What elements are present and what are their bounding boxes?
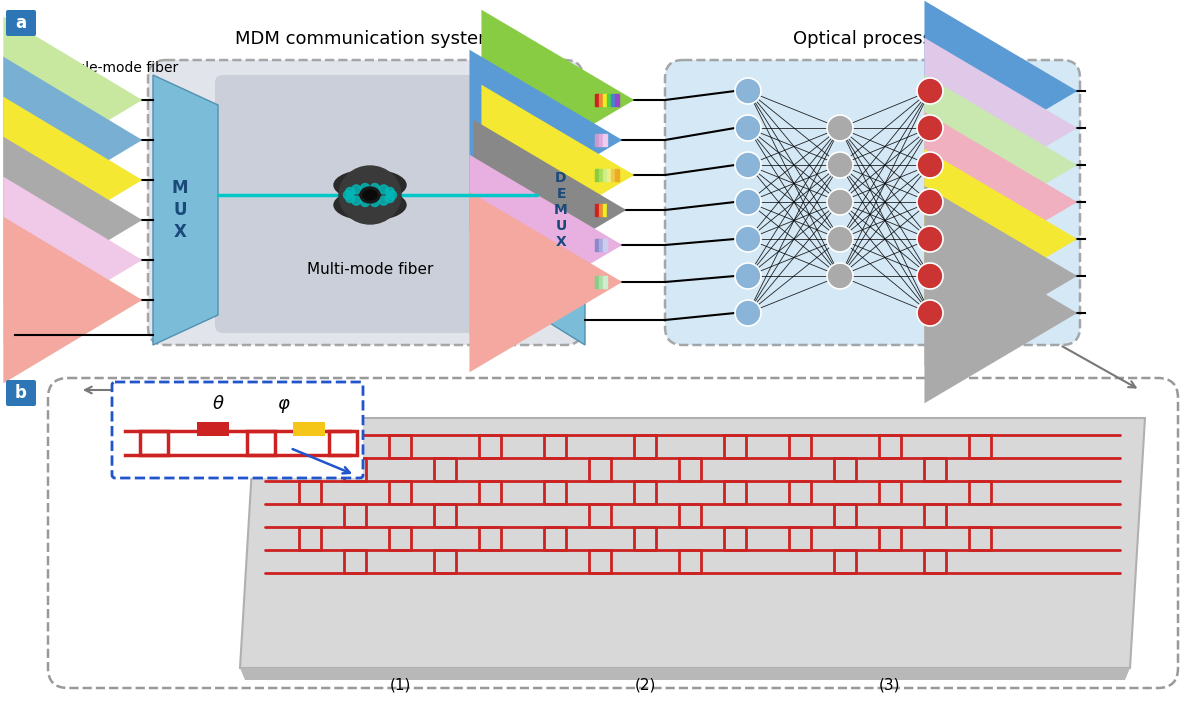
Bar: [607, 94, 611, 106]
Circle shape: [385, 194, 395, 203]
Text: (1): (1): [389, 678, 410, 693]
Circle shape: [352, 196, 361, 205]
Circle shape: [734, 78, 761, 104]
Text: (3): (3): [880, 678, 901, 693]
Circle shape: [734, 300, 761, 326]
Text: MDM communication system: MDM communication system: [235, 30, 496, 48]
Circle shape: [917, 115, 943, 141]
Bar: [595, 134, 599, 146]
Bar: [595, 204, 599, 216]
Circle shape: [917, 263, 943, 289]
FancyBboxPatch shape: [112, 382, 364, 478]
Bar: [599, 239, 604, 251]
Circle shape: [385, 187, 395, 196]
Ellipse shape: [364, 190, 377, 200]
Circle shape: [827, 152, 853, 178]
Circle shape: [734, 189, 761, 215]
Bar: [604, 94, 607, 106]
Circle shape: [361, 184, 370, 192]
Bar: [599, 94, 604, 106]
Circle shape: [827, 115, 853, 141]
Circle shape: [734, 115, 761, 141]
Text: M
U
X: M U X: [172, 179, 188, 241]
Bar: [595, 276, 599, 288]
Text: φ: φ: [277, 395, 289, 413]
Bar: [604, 239, 607, 251]
Circle shape: [379, 196, 389, 205]
Circle shape: [371, 198, 379, 206]
Text: (2): (2): [635, 678, 655, 693]
FancyBboxPatch shape: [6, 380, 36, 406]
Circle shape: [734, 152, 761, 178]
Circle shape: [371, 184, 379, 192]
Bar: [604, 134, 607, 146]
Ellipse shape: [360, 187, 380, 203]
Bar: [595, 169, 599, 181]
Bar: [611, 94, 616, 106]
Bar: [595, 239, 599, 251]
Bar: [616, 94, 619, 106]
Circle shape: [388, 191, 396, 199]
Ellipse shape: [334, 190, 406, 220]
Text: a: a: [16, 14, 26, 32]
Circle shape: [917, 189, 943, 215]
Circle shape: [734, 263, 761, 289]
Bar: [604, 276, 607, 288]
Bar: [293, 422, 325, 436]
Circle shape: [379, 185, 389, 194]
Circle shape: [827, 189, 853, 215]
Bar: [599, 134, 604, 146]
Bar: [604, 169, 607, 181]
FancyBboxPatch shape: [148, 60, 583, 345]
Circle shape: [343, 191, 353, 199]
Circle shape: [361, 198, 370, 206]
Bar: [611, 169, 616, 181]
Bar: [604, 204, 607, 216]
Text: D
E
M
U
X: D E M U X: [554, 170, 568, 249]
Bar: [616, 169, 619, 181]
Bar: [140, 431, 168, 455]
Circle shape: [917, 152, 943, 178]
Bar: [247, 431, 275, 455]
Circle shape: [734, 226, 761, 252]
Circle shape: [917, 78, 943, 104]
Bar: [599, 204, 604, 216]
FancyBboxPatch shape: [665, 60, 1080, 345]
Bar: [595, 94, 599, 106]
Bar: [197, 422, 229, 436]
Bar: [599, 169, 604, 181]
Text: b: b: [16, 384, 26, 402]
Polygon shape: [538, 75, 586, 345]
Circle shape: [917, 226, 943, 252]
Bar: [607, 169, 611, 181]
FancyBboxPatch shape: [215, 75, 535, 333]
Bar: [599, 276, 604, 288]
Bar: [329, 431, 358, 455]
Circle shape: [827, 226, 853, 252]
Text: Multi-mode fiber: Multi-mode fiber: [307, 262, 433, 277]
FancyBboxPatch shape: [6, 10, 36, 36]
Polygon shape: [240, 418, 1145, 668]
Polygon shape: [154, 75, 218, 345]
Circle shape: [917, 300, 943, 326]
Circle shape: [827, 263, 853, 289]
Circle shape: [352, 185, 361, 194]
Ellipse shape: [334, 170, 406, 200]
Text: Single-mode fiber: Single-mode fiber: [55, 61, 179, 75]
Circle shape: [346, 194, 355, 203]
Circle shape: [346, 187, 355, 196]
Polygon shape: [240, 668, 1130, 680]
Ellipse shape: [340, 166, 401, 224]
Text: Optical processor: Optical processor: [793, 30, 950, 48]
Text: θ: θ: [212, 395, 223, 413]
Bar: [607, 204, 611, 216]
